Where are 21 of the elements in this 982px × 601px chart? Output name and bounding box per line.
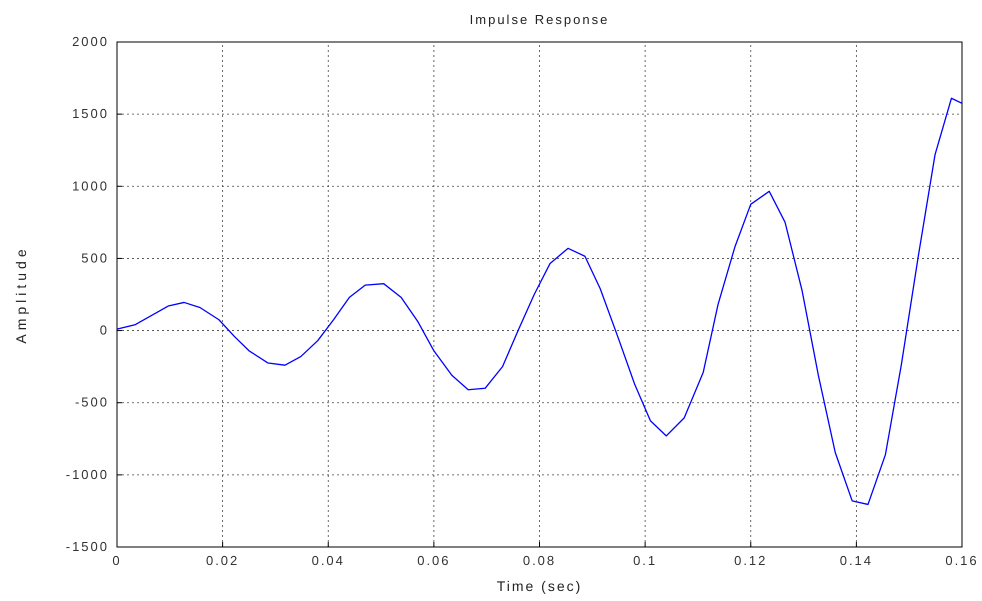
y-tick-label: 500: [81, 250, 109, 266]
y-tick-label: -1000: [66, 466, 109, 482]
y-tick-label: 1000: [72, 178, 109, 194]
line-series: [116, 98, 963, 506]
x-tick-label: 0.08: [522, 553, 556, 568]
x-tick-label: 0.12: [734, 553, 768, 568]
y-tick-label: 2000: [72, 34, 109, 49]
x-tick-label: 0.04: [312, 553, 345, 568]
y-tick-label: -1500: [66, 539, 109, 554]
x-tick-label: 0: [112, 553, 122, 568]
y-tick-label: 1500: [72, 106, 109, 122]
x-tick-label: 0.06: [417, 553, 451, 568]
y-tick-label: 0: [100, 322, 109, 338]
x-tick-label: 0.14: [840, 553, 874, 568]
x-axis-title: Time (sec): [496, 578, 582, 594]
y-tick-label: -500: [74, 394, 109, 410]
x-tick-label: 0.1: [633, 553, 658, 568]
chart-title: Impulse Response: [470, 12, 610, 27]
y-axis-title: Amplitude: [13, 245, 29, 344]
x-tick-label: 0.16: [945, 553, 979, 568]
x-tick-label: 0.02: [206, 553, 240, 568]
